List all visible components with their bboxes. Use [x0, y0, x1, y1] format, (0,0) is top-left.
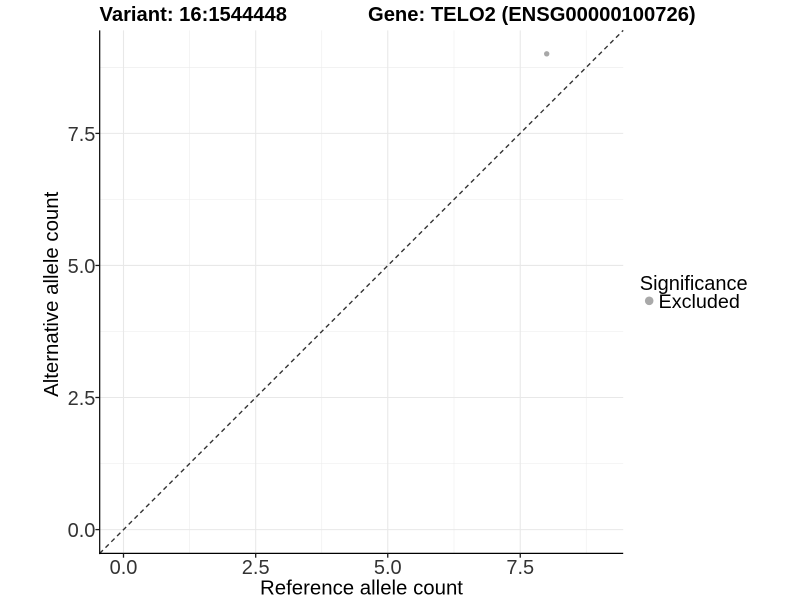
- svg-text:7.5: 7.5: [68, 124, 96, 146]
- svg-text:2.5: 2.5: [242, 557, 270, 579]
- svg-text:2.5: 2.5: [68, 388, 96, 410]
- svg-text:Significance: Significance: [640, 273, 748, 295]
- svg-text:5.0: 5.0: [374, 557, 402, 579]
- svg-text:Variant: 16:1544448: Variant: 16:1544448: [100, 4, 287, 26]
- svg-text:Excluded: Excluded: [659, 291, 740, 313]
- svg-text:7.5: 7.5: [506, 557, 534, 579]
- svg-text:5.0: 5.0: [68, 256, 96, 278]
- svg-text:0.0: 0.0: [68, 520, 96, 542]
- svg-text:Gene: TELO2 (ENSG00000100726): Gene: TELO2 (ENSG00000100726): [368, 4, 696, 26]
- svg-text:0.0: 0.0: [110, 557, 138, 579]
- svg-text:Alternative allele count: Alternative allele count: [41, 191, 63, 396]
- svg-text:Reference allele count: Reference allele count: [260, 577, 463, 599]
